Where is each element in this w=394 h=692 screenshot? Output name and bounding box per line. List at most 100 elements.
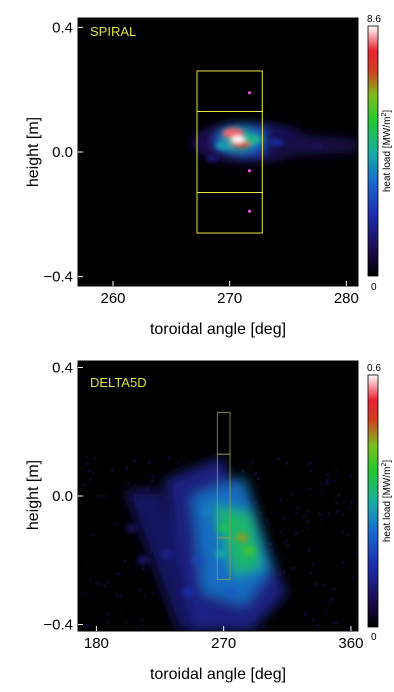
- noise-speck: [168, 456, 172, 460]
- noise-speck: [340, 513, 344, 517]
- noise-speck: [237, 467, 241, 471]
- noise-speck: [343, 462, 347, 466]
- noise-speck: [330, 597, 334, 601]
- spiral-panel: SPIRAL 260 270 280 0.4 0.0 −0.4 8.6 0 heat lo…: [0, 0, 394, 343]
- noise-speck: [340, 508, 344, 512]
- noise-speck: [151, 591, 155, 595]
- noise-speck: [117, 572, 121, 576]
- noise-speck: [254, 472, 258, 476]
- colorbar: [367, 374, 379, 628]
- y-tick-label: −0.4: [43, 617, 73, 634]
- noise-speck: [345, 495, 349, 499]
- noise-speck: [323, 583, 327, 587]
- noise-speck: [96, 583, 100, 587]
- noise-speck: [254, 497, 258, 501]
- noise-speck: [125, 466, 129, 470]
- noise-speck: [317, 558, 321, 562]
- noise-speck: [356, 624, 358, 628]
- hot-spot: [200, 508, 213, 517]
- noise-speck: [148, 461, 152, 465]
- noise-speck: [119, 610, 123, 614]
- noise-speck: [294, 531, 298, 535]
- noise-speck: [103, 454, 107, 458]
- noise-speck: [270, 510, 274, 514]
- marker-dot: [247, 209, 252, 213]
- noise-speck: [125, 543, 129, 547]
- noise-speck: [317, 535, 321, 539]
- noise-speck: [87, 469, 91, 473]
- hot-spot: [222, 127, 244, 139]
- overlay: [216, 412, 231, 580]
- heat-tail: [264, 130, 358, 159]
- noise-speck: [127, 566, 131, 570]
- noise-speck: [257, 505, 261, 509]
- noise-speck: [351, 567, 355, 571]
- noise-speck: [278, 573, 282, 577]
- noise-speck: [256, 476, 260, 480]
- noise-speck: [150, 479, 154, 483]
- x-tick-label: 260: [100, 290, 125, 307]
- noise-speck: [85, 587, 89, 591]
- noise-speck: [92, 457, 96, 461]
- noise-speck: [304, 612, 308, 616]
- noise-speck: [114, 520, 118, 524]
- noise-speck: [312, 618, 316, 622]
- y-tick-label: 0.4: [52, 359, 73, 376]
- noise-speck: [327, 512, 331, 516]
- hot-spot: [269, 139, 284, 147]
- noise-speck: [320, 487, 324, 491]
- noise-speck: [340, 530, 344, 534]
- noise-speck: [269, 530, 273, 534]
- noise-speck: [222, 459, 226, 463]
- noise-speck: [345, 618, 349, 622]
- noise-speck: [331, 621, 335, 625]
- noise-speck: [291, 566, 295, 570]
- heat-map: [82, 454, 358, 631]
- noise-speck: [303, 513, 307, 517]
- noise-speck: [270, 548, 274, 552]
- peak-spot: [230, 136, 245, 144]
- noise-speck: [123, 559, 127, 563]
- noise-speck: [281, 534, 285, 538]
- noise-speck: [259, 511, 263, 515]
- noise-speck: [96, 580, 100, 584]
- noise-speck: [296, 506, 300, 510]
- noise-speck: [271, 473, 275, 477]
- noise-speck: [269, 542, 273, 546]
- noise-speck: [82, 521, 86, 525]
- noise-speck: [306, 510, 310, 514]
- noise-speck: [333, 479, 337, 483]
- noise-speck: [114, 572, 118, 576]
- x-tick-label: 280: [334, 290, 359, 307]
- hot-spot: [244, 135, 262, 144]
- noise-speck: [349, 474, 353, 478]
- noise-speck: [115, 595, 119, 599]
- noise-speck: [88, 478, 92, 482]
- noise-speck: [308, 571, 312, 575]
- delta5d-chart: DELTA5D 180 270 360 0.4 0.0 −0.4 0.6 0 heat l…: [25, 359, 393, 683]
- noise-speck: [106, 620, 110, 624]
- noise-speck: [140, 619, 144, 623]
- noise-speck: [328, 598, 332, 602]
- noise-speck: [274, 556, 278, 560]
- noise-speck: [277, 507, 281, 511]
- hot-spot: [161, 549, 174, 558]
- noise-speck: [82, 468, 86, 472]
- noise-speck: [284, 540, 288, 544]
- noise-speck: [342, 500, 346, 504]
- noise-speck: [279, 498, 283, 502]
- noise-speck: [265, 519, 269, 523]
- overlay: [196, 70, 263, 234]
- noise-speck: [275, 526, 279, 530]
- noise-speck: [98, 582, 102, 586]
- noise-speck: [263, 625, 267, 629]
- noise-speck: [241, 469, 245, 473]
- noise-speck: [297, 482, 301, 486]
- noise-speck: [268, 522, 272, 526]
- noise-speck: [282, 516, 286, 520]
- colorbar-label: heat load [MW/m2]: [381, 110, 393, 193]
- delta5d-panel: DELTA5D 180 270 360 0.4 0.0 −0.4 0.6 0 heat l…: [0, 343, 394, 687]
- noise-speck: [332, 587, 336, 591]
- noise-speck: [106, 580, 110, 584]
- noise-speck: [310, 623, 314, 627]
